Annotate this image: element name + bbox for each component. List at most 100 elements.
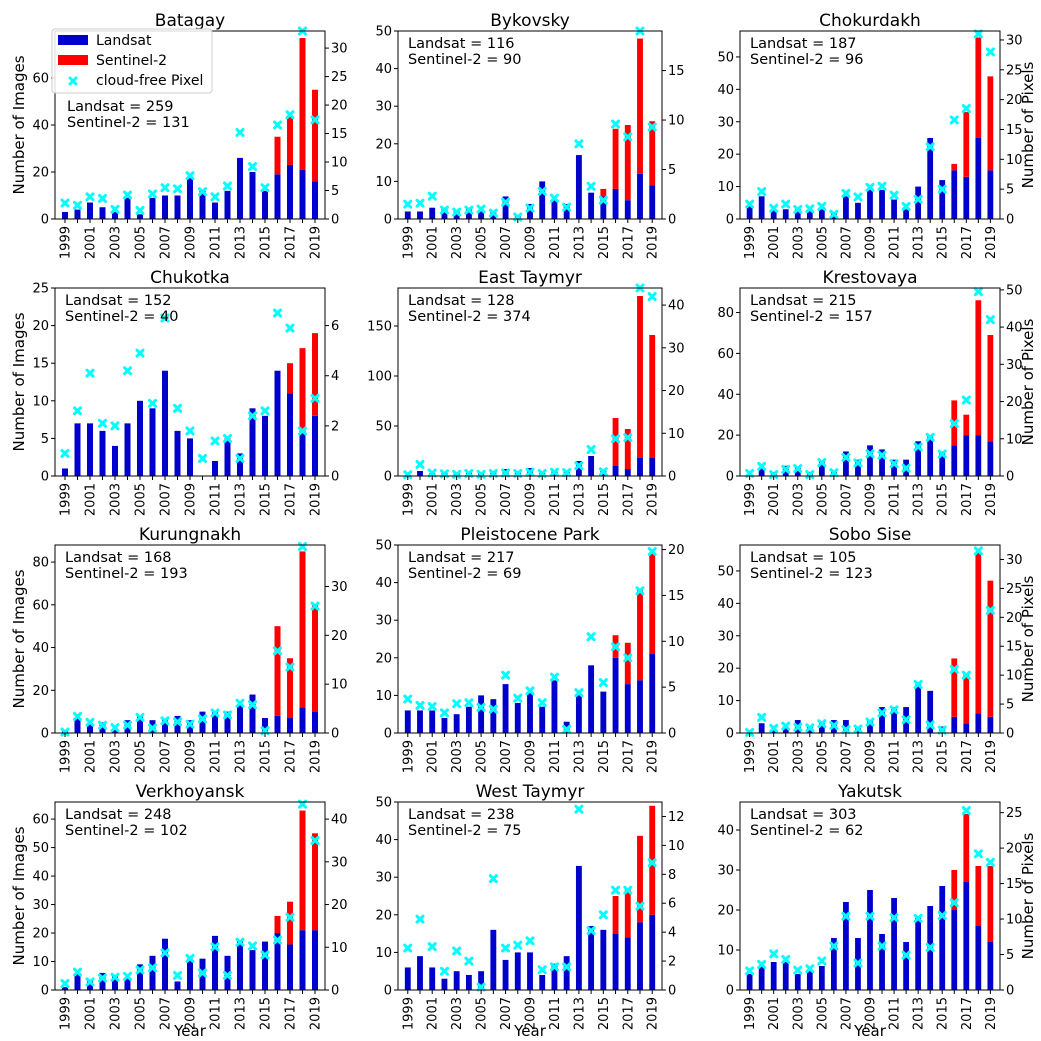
panel-title: Yakutsk	[837, 782, 902, 802]
tick-label-right: 6	[668, 897, 676, 912]
annotation-landsat: Landsat = 168	[65, 550, 172, 566]
tick-label-x: 1999	[401, 483, 416, 516]
landsat-bar	[502, 684, 509, 733]
panel-chukotka: 0 5 10 15 20 25 0 2 4 6 1999 2001 2003 2005 2007 2009 20…	[10, 268, 339, 516]
tick-label-right: 30	[331, 42, 348, 57]
cloudfree-marker	[310, 601, 320, 611]
tick-label-x: 2011	[209, 226, 224, 259]
landsat-bar	[927, 137, 934, 219]
tick-label-right: 20	[331, 629, 348, 644]
tick-label-x: 2009	[524, 740, 539, 773]
annotation-landsat: Landsat = 238	[408, 807, 515, 823]
cloudfree-marker	[611, 885, 621, 895]
sentinel-bar	[649, 805, 656, 915]
cloudfree-marker	[210, 942, 220, 952]
landsat-bar	[99, 972, 106, 990]
annotation-sentinel: Sentinel-2 = 96	[750, 52, 863, 68]
sentinel-bar	[637, 296, 643, 458]
sentinel-bar	[649, 335, 656, 458]
landsat-bar	[441, 717, 448, 733]
cloudfree-marker	[961, 670, 971, 680]
landsat-bar	[794, 209, 801, 219]
cloudfree-marker	[877, 450, 887, 460]
cloudfree-marker	[841, 188, 851, 198]
landsat-bar	[187, 958, 193, 990]
tick-label-left: 30	[375, 871, 392, 886]
tick-label-x: 2017	[284, 226, 299, 259]
tick-label-left: 0	[726, 984, 734, 999]
tick-label-x: 2001	[767, 226, 782, 259]
sentinel-bar	[975, 866, 982, 926]
tick-label-right: 12	[668, 810, 685, 825]
landsat-bar	[649, 654, 656, 733]
cloudfree-marker	[210, 436, 220, 446]
tick-label-x: 2001	[426, 226, 441, 259]
landsat-bar	[112, 445, 118, 476]
landsat-bar	[237, 453, 243, 476]
cloudfree-marker	[464, 205, 474, 215]
tick-label-x: 1999	[743, 483, 758, 516]
tick-label-x: 2013	[912, 740, 927, 773]
landsat-bar	[174, 981, 181, 990]
cloudfree-marker	[427, 468, 437, 478]
cloudfree-marker	[285, 110, 295, 120]
landsat-bar	[287, 718, 293, 733]
tick-label-x: 2007	[499, 226, 514, 259]
tick-label-x: 2019	[984, 740, 999, 773]
cloudfree-marker	[525, 936, 535, 946]
tick-label-left: 40	[717, 83, 734, 98]
landsat-bar	[441, 978, 448, 990]
tick-label-right: 40	[668, 299, 685, 314]
tick-label-left: 40	[375, 576, 392, 591]
tick-label-x: 2019	[984, 997, 999, 1030]
landsat-bar	[274, 715, 281, 733]
cloudfree-marker	[415, 459, 425, 469]
landsat-bar	[312, 181, 318, 219]
panel-title: Chokurdakh	[819, 11, 921, 31]
tick-label-x: 2001	[84, 740, 99, 773]
cloudfree-marker	[501, 468, 511, 478]
landsat-bar	[527, 203, 533, 219]
cloudfree-marker	[598, 678, 608, 688]
tick-label-right: 15	[668, 589, 685, 604]
landsat-bar	[112, 211, 118, 219]
tick-label-right: 8	[668, 868, 676, 883]
cloudfree-marker	[260, 183, 270, 193]
cloudfree-marker	[439, 205, 449, 215]
landsat-bar	[212, 460, 218, 476]
cloudfree-marker	[769, 723, 779, 733]
landsat-bar	[891, 707, 897, 733]
cloudfree-marker	[160, 948, 170, 958]
tick-label-x: 2013	[234, 740, 249, 773]
cloudfree-marker	[148, 723, 157, 733]
landsat-bar	[867, 445, 873, 476]
cloudfree-marker	[889, 705, 899, 715]
sentinel-bar	[600, 188, 607, 197]
tick-label-left: 50	[375, 25, 392, 40]
landsat-bar	[758, 966, 765, 990]
cloudfree-marker	[488, 704, 498, 714]
cloudfree-marker	[60, 727, 70, 737]
tick-label-right: 0	[1006, 727, 1014, 742]
cloudfree-marker	[135, 965, 145, 975]
cloudfree-marker	[415, 914, 425, 924]
tick-label-right: 5	[668, 681, 676, 696]
tick-label-left: 150	[367, 320, 392, 335]
landsat-bar	[212, 935, 218, 990]
cloudfree-marker	[60, 198, 70, 208]
cloudfree-marker	[501, 943, 511, 953]
landsat-bar	[162, 720, 168, 733]
landsat-bar	[987, 170, 994, 219]
cloudfree-marker	[925, 142, 935, 152]
landsat-bar	[417, 710, 423, 733]
tick-label-x: 2007	[839, 997, 854, 1030]
annotation-landsat: Landsat = 217	[408, 550, 515, 566]
tick-label-left: 20	[375, 651, 392, 666]
cloudfree-marker	[937, 911, 947, 921]
landsat-bar	[867, 720, 873, 733]
landsat-bar	[299, 430, 306, 476]
cloudfree-marker	[913, 679, 923, 689]
cloudfree-marker	[452, 699, 462, 709]
tick-label-x: 2019	[984, 226, 999, 259]
cloudfree-marker	[574, 461, 584, 471]
